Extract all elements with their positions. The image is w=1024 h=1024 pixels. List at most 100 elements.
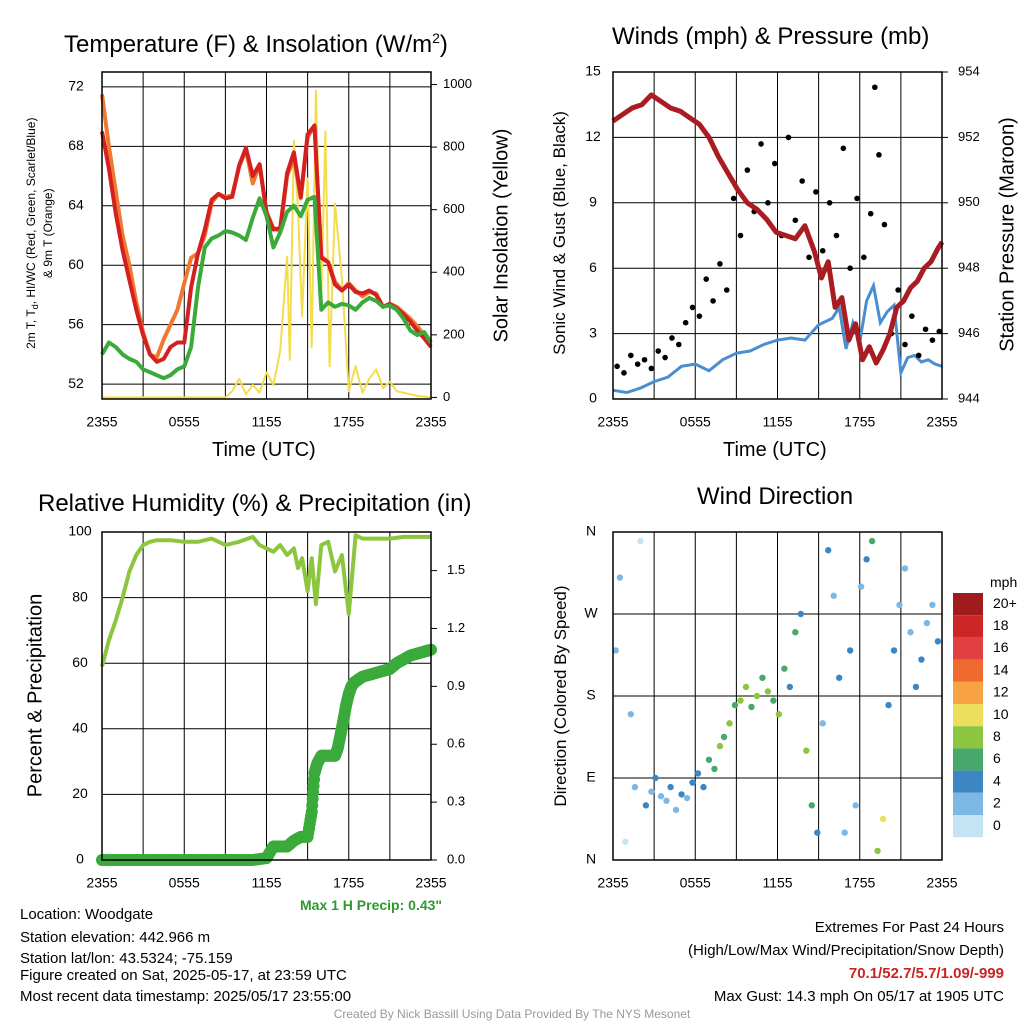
dir-ylabel-left: Direction (Colored By Speed) (551, 585, 570, 807)
dir-point (835, 674, 843, 681)
dir-point (648, 788, 655, 795)
rh-ytick-label: 100 (68, 523, 92, 539)
temp-title-close: ) (439, 31, 448, 58)
rh-y2tick-label: 0.9 (447, 678, 465, 693)
dir-point (786, 683, 794, 691)
rh-line (100, 533, 431, 668)
wind-y2tick-label: 954 (958, 63, 980, 78)
dir-point (792, 629, 799, 636)
wind-gust-point (710, 298, 716, 304)
wind-pressure-line (611, 92, 945, 366)
wind-xlabel: Time (UTC) (723, 439, 827, 461)
wind-gust-point (669, 335, 675, 341)
info-elevation: Station elevation: 442.966 m (20, 929, 211, 946)
wind-y2tick-label: 952 (958, 129, 980, 144)
wind-gust-point (826, 200, 833, 206)
wind-gust-point (792, 217, 799, 224)
legend-label: 14 (993, 661, 1009, 677)
wind-gust-point (771, 160, 778, 167)
dir-point (857, 583, 865, 590)
info-location: Location: Woodgate (20, 906, 154, 923)
wind-gust-point (655, 348, 662, 354)
dir-ytick-label: S (586, 687, 595, 703)
rh-xtick-label: 2355 (86, 875, 117, 891)
temp-title-text: Temperature (F) & Insolation (W/m (64, 31, 433, 58)
dir-point (631, 783, 639, 791)
wind-xtick-label: 2355 (926, 414, 957, 430)
dir-point (775, 711, 783, 718)
dir-xtick-label: 1155 (762, 875, 792, 891)
dir-point (737, 697, 744, 704)
dir-point (742, 683, 750, 691)
wind-gust-point (872, 84, 878, 91)
wind-gust-point (915, 352, 922, 359)
dir-point (896, 601, 903, 609)
wind-gust-point (758, 141, 764, 147)
rh-y2tick-label: 1.2 (447, 620, 465, 635)
wind-gust-point (703, 276, 710, 282)
rh-y2tick-label: 0.0 (447, 851, 465, 866)
rh-xtick-label: 2355 (415, 875, 446, 891)
dir-point (652, 774, 659, 782)
rh-ylabel-left: Percent & Precipitation (24, 593, 47, 798)
temp-y2tick-label: 1000 (443, 76, 472, 91)
wind-gust-point (819, 247, 826, 254)
legend-swatch (953, 681, 983, 704)
rh-y2tick-label: 0.6 (447, 736, 465, 751)
info-created: Figure created on Sat, 2025-05-17, at 23… (20, 967, 347, 984)
dir-point (612, 647, 619, 654)
wind-ytick-label: 3 (589, 324, 597, 340)
wind-gust-point (936, 328, 943, 335)
dir-point (781, 665, 788, 672)
wind-gust-point (737, 232, 744, 239)
wind-gust-point (744, 167, 751, 173)
dir-plot-frame (612, 531, 943, 861)
dir-point (622, 838, 629, 845)
dir-point (912, 683, 920, 691)
temp-ytick-label: 60 (68, 256, 84, 272)
dir-ytick-label: W (584, 605, 598, 621)
rh-ytick-label: 60 (72, 654, 88, 670)
rh-xtick-label: 1755 (333, 875, 364, 891)
legend-swatch (953, 748, 983, 771)
dir-point (808, 802, 815, 809)
legend-label: 12 (993, 684, 1009, 700)
rh-ytick-label: 40 (72, 720, 88, 736)
dir-point (770, 697, 777, 704)
wind-ytick-label: 6 (589, 259, 597, 275)
dir-point (890, 647, 898, 654)
dir-point (885, 701, 892, 709)
dir-point (901, 565, 909, 572)
dir-ytick-label: E (586, 769, 595, 785)
dir-point (797, 610, 805, 618)
dir-xtick-label: 2355 (597, 875, 628, 891)
wind-y2tick-label: 944 (958, 390, 980, 405)
dir-point (663, 797, 670, 804)
dir-point (874, 847, 881, 855)
wind-gust-point (765, 200, 771, 206)
legend-swatch (953, 815, 983, 838)
extremes-values: 70.1/52.7/5.7/1.09/-999 (848, 965, 1004, 982)
wind-gust-point (696, 313, 703, 319)
dir-point (748, 703, 755, 711)
wind-y2tick-label: 946 (958, 325, 980, 340)
legend-title: mph (990, 574, 1018, 590)
dir-point (830, 592, 837, 599)
dir-point (637, 537, 644, 545)
dir-point (711, 765, 718, 773)
rh-y2tick-label: 0.3 (447, 794, 465, 809)
wind-ylabel-left: Sonic Wind & Gust (Blue, Black) (550, 111, 569, 355)
temp-y2tick-label: 400 (443, 264, 465, 279)
wind-ytick-label: 12 (585, 128, 601, 144)
rh-title: Relative Humidity (%) & Precipitation (i… (38, 490, 472, 517)
wind-xtick-label: 1755 (844, 414, 875, 430)
dir-point (657, 793, 665, 800)
temp-xtick-label: 2355 (86, 414, 117, 430)
dir-point (705, 756, 713, 763)
temp-xtick-label: 1155 (251, 414, 281, 430)
wind-gust-point (634, 361, 641, 367)
dir-point (934, 638, 942, 645)
dir-point (694, 770, 702, 777)
temp-plot-frame (101, 71, 432, 400)
wind-title: Winds (mph) & Pressure (mb) (612, 23, 930, 50)
